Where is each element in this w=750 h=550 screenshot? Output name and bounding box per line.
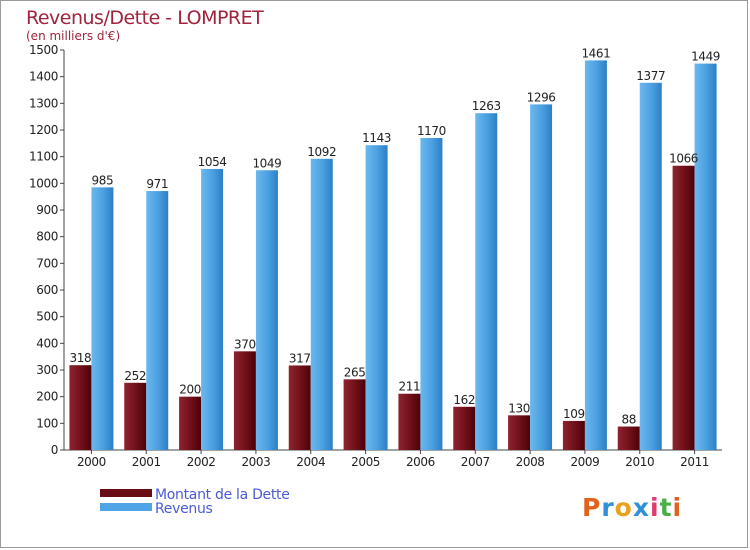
data-label-revenus: 1461 <box>581 46 610 60</box>
bar-dette <box>672 165 695 450</box>
bar-dette <box>617 426 640 450</box>
x-tick-label: 2007 <box>461 455 490 469</box>
x-tick-label: 2001 <box>132 455 161 469</box>
y-tick-label: 900 <box>36 203 58 217</box>
bar-revenus <box>91 187 114 451</box>
data-label-revenus: 1377 <box>636 69 665 83</box>
bar-dette <box>343 379 366 450</box>
legend-swatch-revenus <box>100 503 152 511</box>
data-labels: 318 252 200 370 317 265 211 162 130 109 88 1066 985 9… <box>70 46 721 426</box>
y-tick-label: 1400 <box>29 70 58 84</box>
logo-letter: t <box>660 493 673 522</box>
bar-dette <box>398 393 421 450</box>
bar-dette <box>508 415 531 450</box>
y-tick-label: 300 <box>36 363 58 377</box>
data-label-dette: 370 <box>234 337 256 351</box>
bar-revenus <box>146 191 169 451</box>
y-tick-label: 1000 <box>29 176 58 190</box>
x-tick-label: 2011 <box>680 455 709 469</box>
bar-dette <box>69 365 92 450</box>
proxiti-logo: Proxiti <box>582 493 682 522</box>
y-tick-label: 1100 <box>29 150 58 164</box>
x-tick-label: 2003 <box>241 455 270 469</box>
data-label-revenus: 1296 <box>527 90 556 104</box>
data-label-dette: 252 <box>124 369 146 383</box>
bar-revenus <box>420 138 443 450</box>
bar-revenus <box>639 82 662 451</box>
logo-letter: i <box>673 493 683 522</box>
data-label-revenus: 1263 <box>472 99 501 113</box>
proxiti-logo-text: Proxiti <box>582 493 682 522</box>
bar-revenus <box>255 170 278 450</box>
legend: Montant de la Dette Revenus <box>100 487 290 517</box>
data-label-revenus: 1449 <box>691 50 720 64</box>
data-label-revenus: 1092 <box>307 145 336 159</box>
y-tick-label: 100 <box>36 416 58 430</box>
logo-letter: P <box>582 493 601 522</box>
x-tick-label: 2000 <box>77 455 106 469</box>
data-label-revenus: 971 <box>146 177 168 191</box>
data-label-revenus: 985 <box>92 173 114 187</box>
data-label-dette: 130 <box>508 401 530 415</box>
bar-dette <box>179 396 202 450</box>
x-tick-label: 2006 <box>406 455 435 469</box>
data-label-dette: 200 <box>179 383 201 397</box>
chart-subtitle: (en milliers d'€) <box>26 29 120 43</box>
y-tick-label: 1300 <box>29 96 58 110</box>
data-label-dette: 1066 <box>669 152 698 166</box>
x-tick-label: 2002 <box>187 455 216 469</box>
data-label-dette: 318 <box>70 351 92 365</box>
bar-dette <box>562 420 585 450</box>
bar-dette <box>288 365 311 450</box>
bar-revenus <box>475 113 498 450</box>
legend-swatch-debt <box>100 489 152 497</box>
bar-revenus <box>365 145 388 450</box>
y-tick-label: 1500 <box>29 43 58 57</box>
data-label-dette: 317 <box>289 351 311 365</box>
axes: 0 100 200 300 400 500 600 700 800 900 1000 1100 1200… <box>29 43 722 469</box>
y-tick-label: 1200 <box>29 123 58 137</box>
chart-title: Revenus/Dette - LOMPRET <box>26 7 264 29</box>
y-tick-label: 400 <box>36 336 58 350</box>
y-tick-label: 800 <box>36 230 58 244</box>
legend-label-revenus: Revenus <box>155 501 213 517</box>
data-label-dette: 162 <box>453 393 475 407</box>
bar-revenus <box>201 168 224 450</box>
bar-revenus <box>584 60 607 451</box>
y-tick-label: 700 <box>36 256 58 270</box>
data-label-dette: 88 <box>622 413 636 427</box>
bar-revenus <box>310 158 333 451</box>
y-tick-label: 500 <box>36 310 58 324</box>
x-tick-label: 2009 <box>570 455 599 469</box>
data-label-revenus: 1170 <box>417 124 446 138</box>
bar-dette <box>124 382 147 450</box>
x-tick-label: 2004 <box>296 455 325 469</box>
bar-revenus <box>694 63 717 450</box>
logo-letter: x <box>633 493 650 522</box>
y-tick-label: 600 <box>36 283 58 297</box>
data-label-revenus: 1049 <box>252 156 281 170</box>
data-label-dette: 211 <box>399 380 421 394</box>
data-label-revenus: 1054 <box>198 155 227 169</box>
bar-revenus <box>530 104 553 451</box>
x-tick-label: 2005 <box>351 455 380 469</box>
data-label-revenus: 1143 <box>362 131 391 145</box>
logo-letter: o <box>615 493 633 522</box>
data-label-dette: 109 <box>563 407 585 421</box>
data-label-dette: 265 <box>344 365 366 379</box>
bar-dette <box>453 406 476 450</box>
logo-letter: r <box>601 493 614 522</box>
bars <box>69 60 717 451</box>
x-tick-label: 2010 <box>625 455 654 469</box>
x-tick-label: 2008 <box>516 455 545 469</box>
legend-label-debt: Montant de la Dette <box>155 487 290 503</box>
bar-dette <box>233 351 256 450</box>
logo-letter: i <box>650 493 660 522</box>
y-tick-label: 200 <box>36 390 58 404</box>
y-tick-label: 0 <box>51 443 58 457</box>
